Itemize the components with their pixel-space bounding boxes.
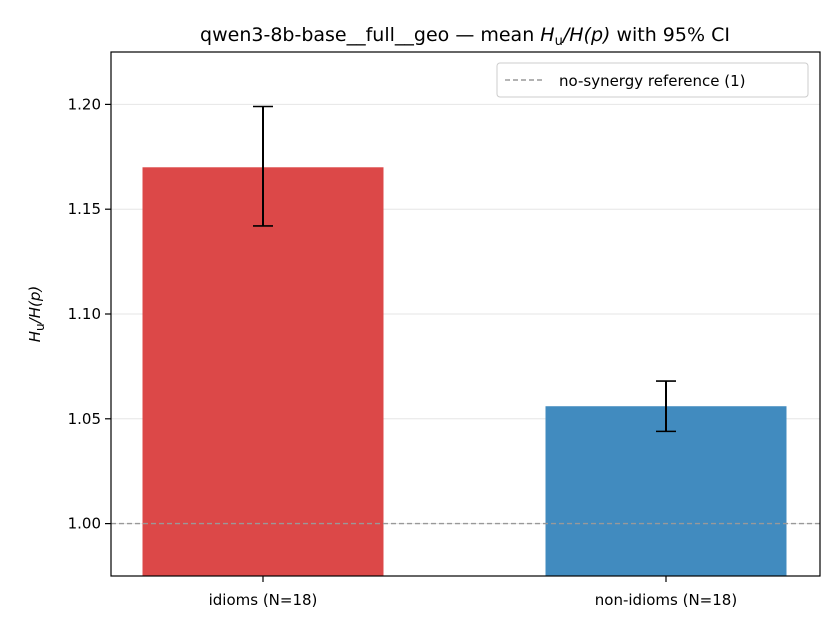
y-tick-label: 1.10 <box>68 305 101 323</box>
y-tick-label: 1.05 <box>68 410 101 428</box>
bars <box>142 167 787 576</box>
x-axis: idioms (N=18) non-idioms (N=18) <box>209 576 737 609</box>
chart-title: qwen3-8b-base__full__geo — mean Hu/H(p) … <box>200 24 730 49</box>
legend: no-synergy reference (1) <box>496 62 809 98</box>
y-axis-label: Hu/H(p) <box>26 286 47 342</box>
legend-reference-label: no-synergy reference (1) <box>559 72 746 90</box>
y-tick-label: 1.00 <box>68 515 101 533</box>
legend-box <box>496 62 809 98</box>
x-tick-label: idioms (N=18) <box>209 591 318 609</box>
y-axis: 1.00 1.05 1.10 1.15 1.20 <box>68 95 111 533</box>
x-tick-label: non-idioms (N=18) <box>595 591 737 609</box>
bar-idioms <box>142 167 384 576</box>
y-tick-label: 1.15 <box>68 200 101 218</box>
error-bars <box>253 105 676 433</box>
bar-non-idioms <box>545 406 787 576</box>
y-tick-label: 1.20 <box>68 95 101 113</box>
